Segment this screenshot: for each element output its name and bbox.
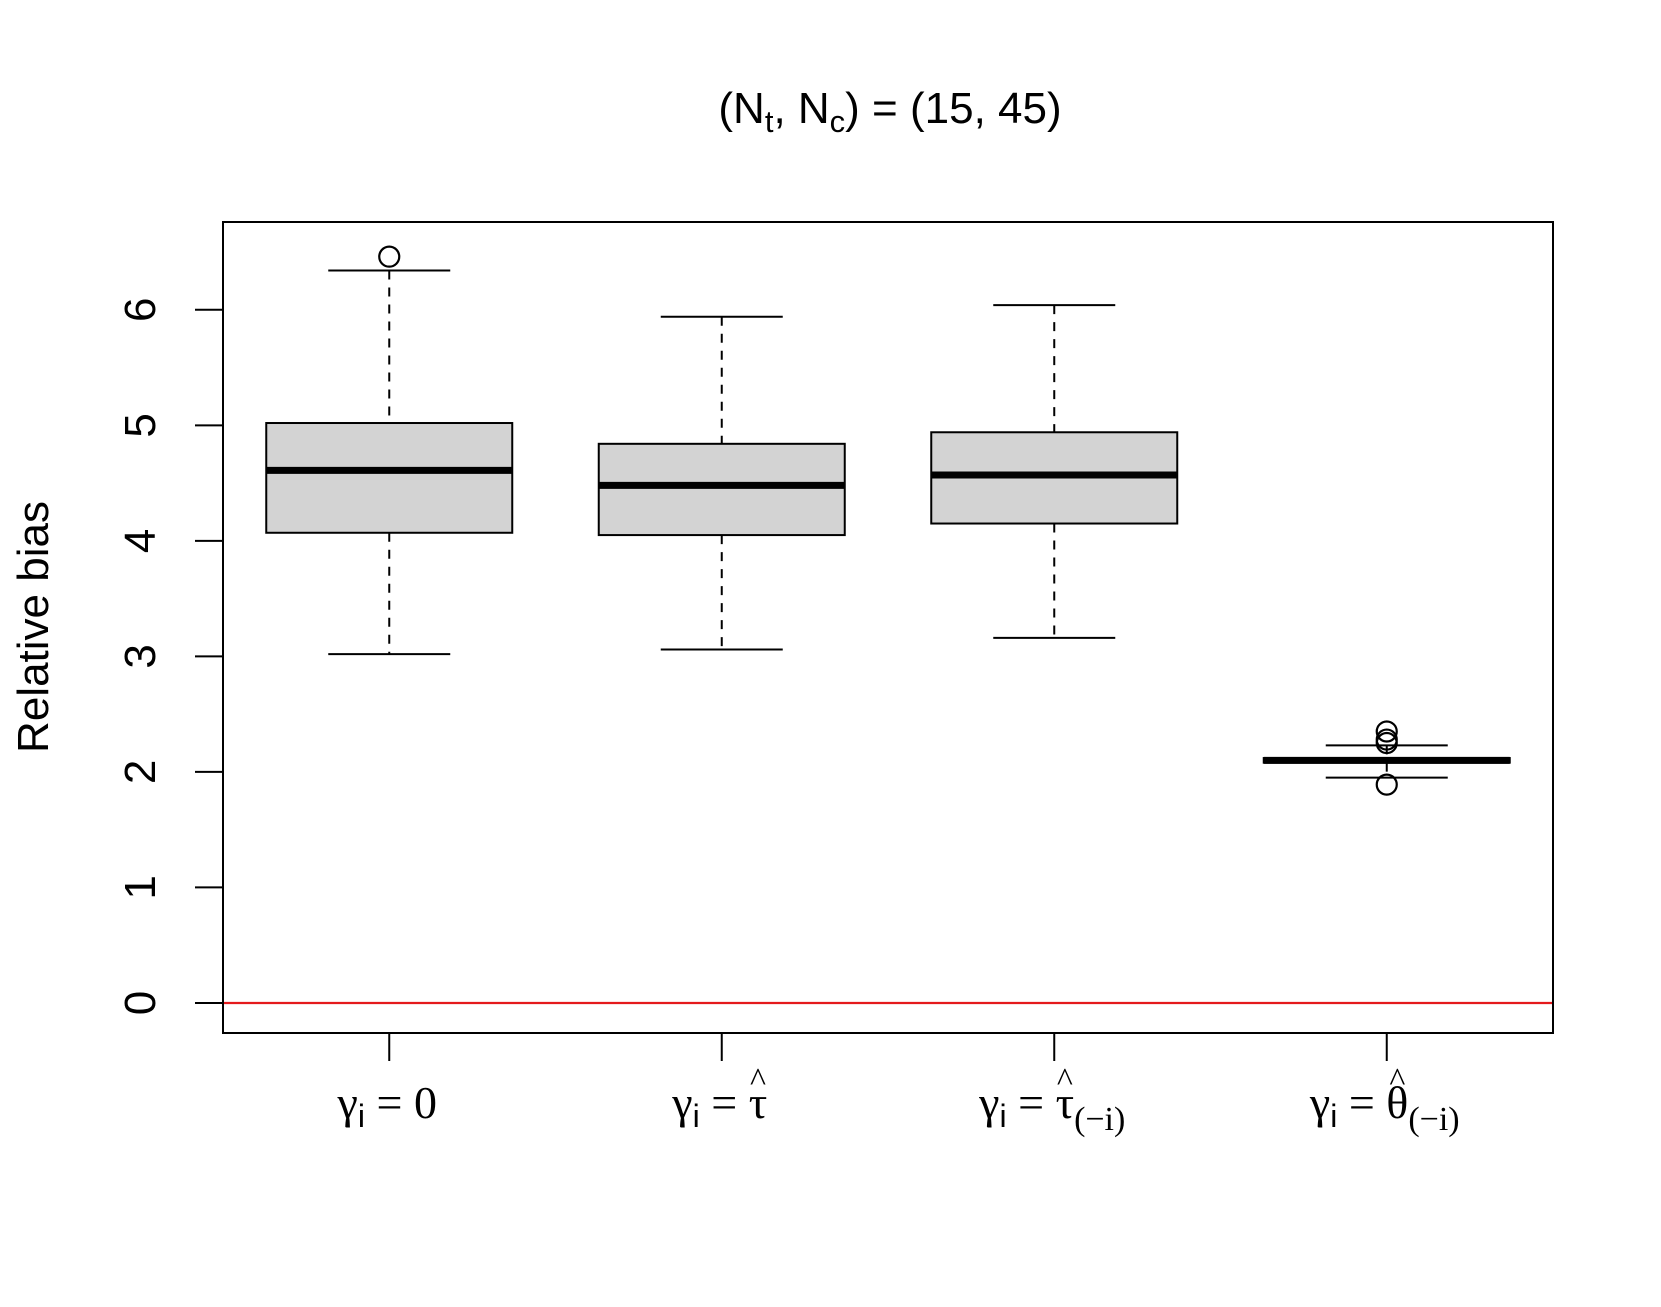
box-iqr	[597, 442, 846, 537]
y-tick-label: 4	[116, 529, 165, 553]
x-tick-label: γi = θ(−i)	[1309, 1077, 1460, 1138]
plot-frame	[222, 221, 1554, 1034]
box-iqr	[265, 422, 514, 534]
x-tick-label: γi = τ	[671, 1077, 767, 1134]
chart-title: (Nt, Nc) = (15, 45)	[718, 84, 1061, 139]
y-axis-label: Relative bias	[9, 501, 58, 753]
outlier-point	[1375, 720, 1398, 743]
x-tick-label: γi = τ(−i)	[978, 1077, 1125, 1138]
y-tick-label: 1	[116, 875, 165, 899]
hat-accent: ^	[1389, 1062, 1405, 1099]
hat-accent: ^	[750, 1062, 766, 1099]
y-tick-label: 0	[116, 991, 165, 1015]
y-tick-label: 5	[116, 413, 165, 437]
outlier-point	[1375, 773, 1398, 796]
outlier-point	[378, 245, 401, 268]
hat-accent: ^	[1057, 1062, 1073, 1099]
outlier-point	[1375, 728, 1398, 751]
x-tick-label: γi = 0	[337, 1077, 437, 1134]
y-tick-label: 2	[116, 760, 165, 784]
y-tick-label: 6	[116, 298, 165, 322]
y-tick-label: 3	[116, 644, 165, 668]
